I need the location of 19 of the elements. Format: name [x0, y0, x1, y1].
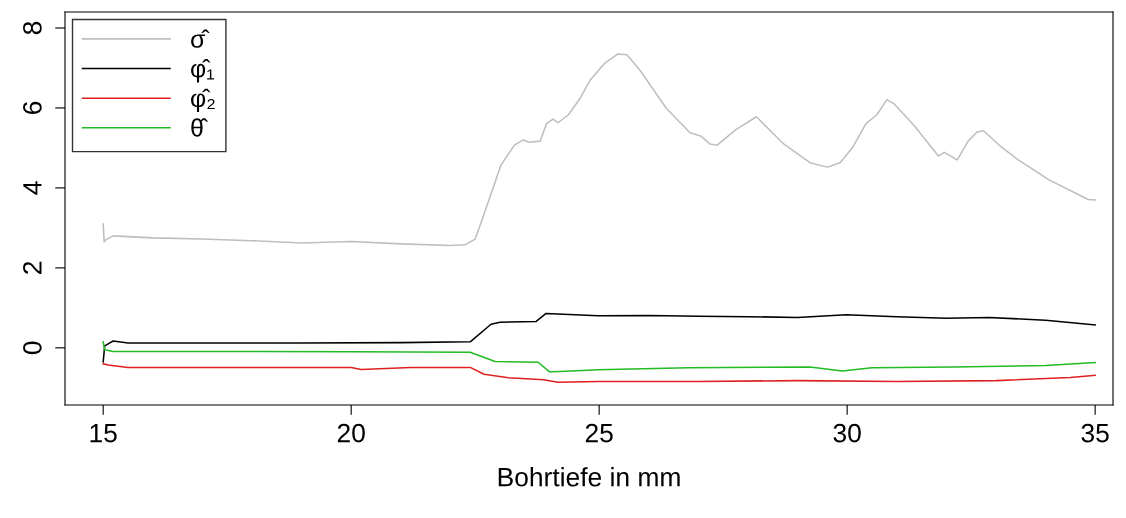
line-series [102, 312, 1096, 363]
line-series [102, 341, 1096, 373]
x-tick-label: 20 [337, 423, 365, 443]
legend-label: φ̂₂ [191, 88, 215, 113]
x-tick-label: 15 [90, 424, 117, 443]
legend-label: φ̂₁ [191, 59, 214, 83]
x-tick-label: 25 [585, 423, 613, 443]
y-tick-label: 4 [23, 181, 42, 195]
line-series [102, 363, 1096, 383]
line-series [102, 53, 1096, 247]
x-tick-label: 30 [833, 423, 861, 443]
y-tick-label: 8 [23, 21, 42, 35]
legend-label: θ̂ [191, 118, 208, 137]
y-tick-label: 2 [23, 261, 42, 274]
x-tick-label: 35 [1081, 423, 1109, 443]
x-axis-title: Bohrtiefe in mm [498, 467, 680, 487]
y-tick-label: 0 [23, 341, 42, 355]
y-tick-label: 6 [23, 101, 42, 114]
legend-label: σ̂ [191, 29, 210, 48]
